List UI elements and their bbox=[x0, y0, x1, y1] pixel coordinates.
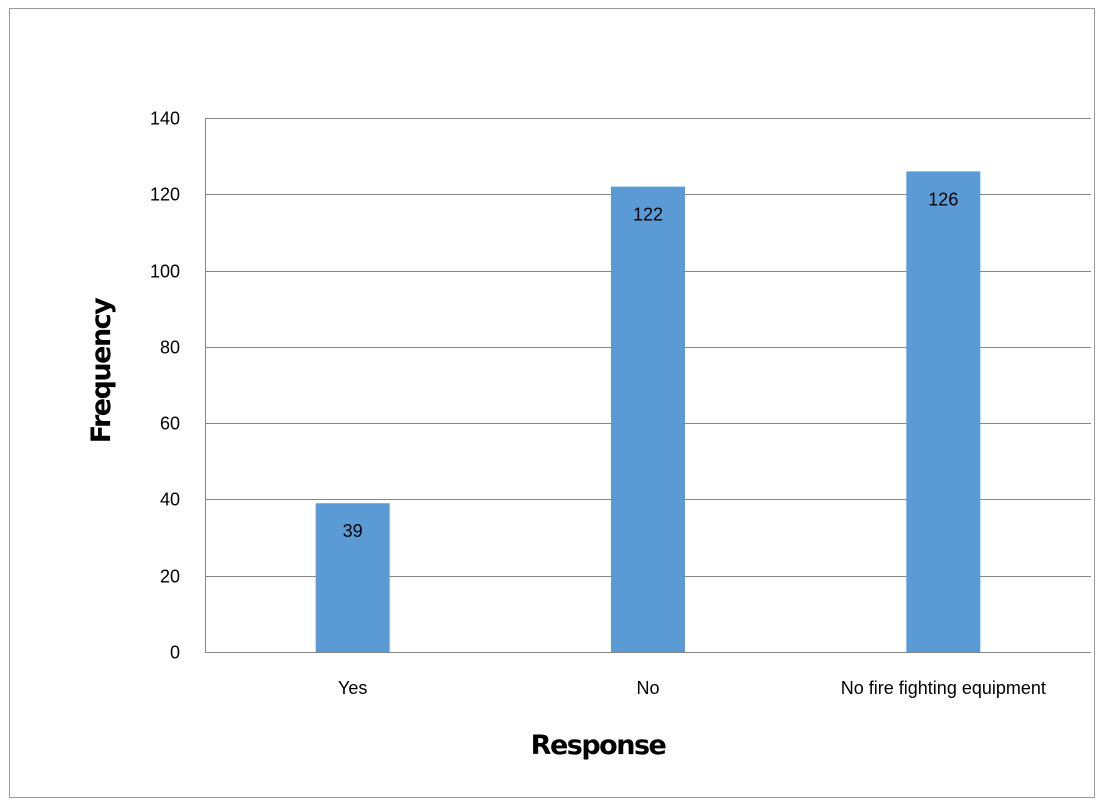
y-tick-label: 40 bbox=[160, 490, 180, 510]
y-tick-label: 140 bbox=[150, 109, 180, 129]
bars: 39 122 126 bbox=[315, 171, 981, 652]
x-axis-title: Response bbox=[531, 730, 666, 761]
y-tick-label: 80 bbox=[160, 338, 180, 358]
data-label: 122 bbox=[633, 205, 663, 225]
x-axis-tick-labels: Yes No No fire fighting equipment bbox=[338, 678, 1046, 698]
y-tick-label: 60 bbox=[160, 414, 180, 434]
x-tick-label: No bbox=[636, 678, 659, 698]
y-tick-label: 20 bbox=[160, 567, 180, 587]
bar-no-fire-fighting-equipment bbox=[906, 171, 981, 652]
x-tick-label: No fire fighting equipment bbox=[841, 678, 1046, 698]
y-axis-tick-labels: 0 20 40 60 80 100 120 140 bbox=[150, 109, 180, 663]
y-axis-title: Frequency bbox=[86, 297, 117, 443]
data-label: 126 bbox=[928, 189, 958, 209]
y-tick-label: 120 bbox=[150, 185, 180, 205]
bar-no bbox=[611, 186, 685, 652]
x-tick-label: Yes bbox=[338, 678, 367, 698]
y-tick-label: 100 bbox=[150, 262, 180, 282]
bar-yes bbox=[315, 503, 390, 652]
y-tick-label: 0 bbox=[170, 643, 180, 663]
data-label: 39 bbox=[343, 521, 363, 541]
